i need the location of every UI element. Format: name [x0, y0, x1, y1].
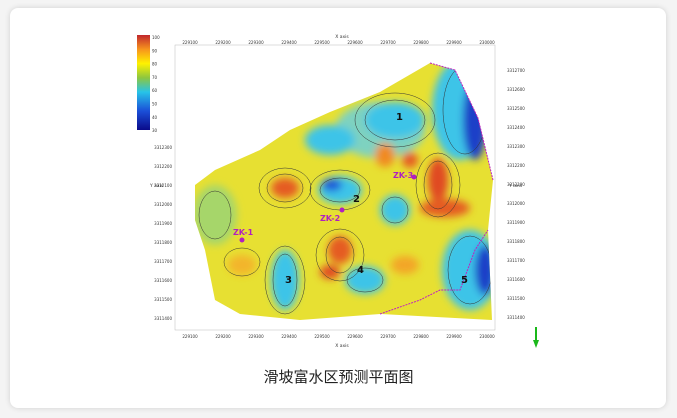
y-tick-label: 3312400 — [507, 125, 525, 130]
x-tick-label: 229300 — [248, 334, 264, 339]
zone-label: 2 — [353, 194, 360, 205]
x-tick-label: 229600 — [347, 40, 363, 45]
x-tick-label: 229400 — [281, 40, 297, 45]
zone-label: 5 — [461, 275, 468, 286]
borehole — [239, 237, 245, 243]
zone-label: 3 — [285, 275, 292, 286]
y-axis-title: Y axis — [508, 183, 523, 189]
colorbar-label: 50 — [152, 102, 158, 107]
borehole-label: ZK-2 — [320, 214, 340, 223]
borehole-label: ZK-1 — [233, 228, 254, 237]
colorbar-label: 30 — [152, 128, 158, 133]
y-tick-label: 3311800 — [154, 240, 172, 245]
y-tick-label: 3311400 — [507, 315, 525, 320]
x-axis-title: X axis — [335, 34, 349, 40]
y-tick-label: 3312000 — [507, 201, 525, 206]
borehole — [411, 174, 417, 180]
zone-label: 1 — [396, 112, 403, 123]
y-tick-label: 3312200 — [154, 164, 172, 169]
colorbar — [137, 35, 150, 130]
map-frame — [174, 44, 496, 331]
y-tick-label: 3311900 — [507, 220, 525, 225]
y-tick-label: 3312100 — [154, 183, 172, 188]
y-tick-label: 3312500 — [507, 106, 525, 111]
y-tick-label: 3311600 — [154, 278, 172, 283]
y-tick-label: 3312300 — [154, 145, 172, 150]
y-tick-label: 3312100 — [507, 182, 525, 187]
x-tick-label: 229800 — [413, 334, 429, 339]
x-tick-label: 229500 — [314, 334, 330, 339]
borehole-label: ZK-3 — [393, 171, 413, 180]
x-tick-label: 229600 — [347, 334, 363, 339]
colorbar-label: 90 — [152, 48, 158, 53]
x-tick-label: 229900 — [446, 40, 462, 45]
y-tick-label: 3312600 — [507, 87, 525, 92]
y-tick-label: 3312300 — [507, 144, 525, 149]
colorbar-label: 100 — [152, 35, 160, 40]
x-tick-label: 229300 — [248, 40, 264, 45]
y-tick-label: 3311700 — [507, 258, 525, 263]
borehole — [339, 207, 345, 213]
x-tick-label: 229200 — [215, 334, 231, 339]
y-tick-label: 3312200 — [507, 163, 525, 168]
x-tick-label: 229200 — [215, 40, 231, 45]
colorbar-label: 80 — [152, 62, 158, 67]
colorbar-label: 40 — [152, 115, 158, 120]
x-axis-title: X axis — [335, 343, 349, 349]
x-tick-label: 229800 — [413, 40, 429, 45]
x-tick-label: 229700 — [380, 40, 396, 45]
x-tick-label: 229100 — [182, 40, 198, 45]
y-tick-label: 3312000 — [154, 202, 172, 207]
x-tick-label: 229900 — [446, 334, 462, 339]
y-axis-title: Y axis — [149, 183, 164, 189]
caption: 滑坡富水区预测平面图 — [263, 368, 414, 386]
contour-field — [195, 63, 493, 320]
y-tick-label: 3311400 — [154, 316, 172, 321]
y-tick-label: 3311500 — [154, 297, 172, 302]
zone-label: 4 — [357, 265, 364, 276]
x-tick-label: 229500 — [314, 40, 330, 45]
x-tick-label: 230000 — [479, 334, 495, 339]
x-tick-label: 229400 — [281, 334, 297, 339]
colorbar-label: 60 — [152, 88, 158, 93]
y-tick-label: 3311900 — [154, 221, 172, 226]
y-tick-label: 3311500 — [507, 296, 525, 301]
north-arrow — [533, 327, 539, 348]
y-tick-label: 3311800 — [507, 239, 525, 244]
x-tick-label: 230000 — [479, 40, 495, 45]
x-tick-label: 229100 — [182, 334, 198, 339]
colorbar-label: 70 — [152, 75, 158, 80]
y-tick-label: 3311700 — [154, 259, 172, 264]
y-tick-label: 3311600 — [507, 277, 525, 282]
y-tick-label: 3312700 — [507, 68, 525, 73]
x-tick-label: 229700 — [380, 334, 396, 339]
